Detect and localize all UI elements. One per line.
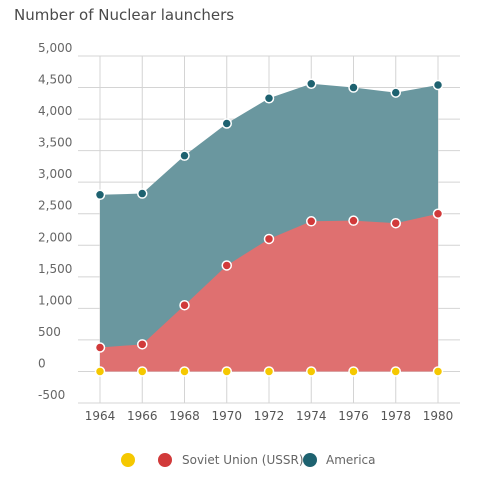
point-soviet-union	[432, 208, 444, 219]
legend-label-america: America	[326, 453, 376, 467]
point-series-1	[306, 366, 317, 377]
chart-title: Number of Nuclear launchers	[14, 6, 235, 24]
y-tick-label: 3,000	[38, 167, 72, 181]
point-soviet-union	[221, 260, 232, 271]
y-tick-label: 500	[38, 325, 61, 339]
x-tick-label: 1964	[85, 409, 116, 423]
x-tick-label: 1970	[211, 409, 242, 423]
point-series-1	[432, 366, 444, 377]
point-america	[432, 79, 444, 91]
point-america	[263, 93, 275, 104]
point-america	[348, 82, 359, 93]
x-tick-label: 1966	[127, 409, 158, 423]
y-tick-label: 0	[38, 356, 46, 370]
point-series-1	[94, 366, 106, 377]
point-series-1	[390, 366, 401, 377]
y-tick-label: 3,500	[38, 136, 72, 150]
x-axis-ticks: 1964 1966 1968 1970 1972 1974 1976 1978 1980	[85, 409, 454, 423]
point-soviet-union	[348, 215, 359, 226]
point-america	[390, 87, 401, 98]
point-america	[306, 78, 317, 90]
point-series-1	[348, 366, 359, 377]
y-tick-label: -500	[38, 388, 65, 402]
point-america	[179, 150, 190, 161]
legend-marker-soviet-union	[158, 453, 172, 467]
point-soviet-union	[137, 339, 148, 350]
x-tick-label: 1968	[169, 409, 200, 423]
legend-label-soviet-union: Soviet Union (USSR)	[182, 453, 304, 467]
x-tick-label: 1978	[380, 409, 411, 423]
area-soviet-union	[100, 213, 438, 372]
y-tick-label: 4,000	[38, 104, 72, 118]
data-points	[94, 78, 444, 377]
point-series-1	[179, 366, 190, 377]
legend-marker-series-1	[121, 453, 135, 467]
y-tick-label: 2,000	[38, 230, 72, 244]
point-series-1	[263, 366, 275, 377]
legend-marker-america	[303, 453, 317, 467]
point-america	[221, 118, 232, 129]
legend: Soviet Union (USSR) America	[121, 453, 376, 467]
point-soviet-union	[263, 233, 275, 245]
point-america	[137, 188, 148, 199]
point-series-1	[221, 366, 232, 377]
y-tick-label: 1,500	[38, 262, 72, 276]
point-soviet-union	[179, 299, 190, 311]
x-tick-label: 1980	[423, 409, 454, 423]
x-tick-label: 1976	[338, 409, 369, 423]
x-tick-label: 1972	[254, 409, 285, 423]
point-soviet-union	[390, 217, 401, 229]
y-tick-label: 1,000	[38, 293, 72, 307]
y-tick-label: 4,500	[38, 73, 72, 87]
y-tick-label: 2,500	[38, 199, 72, 213]
point-america	[94, 189, 106, 201]
point-soviet-union	[306, 216, 317, 227]
x-tick-label: 1974	[296, 409, 327, 423]
y-tick-label: 5,000	[38, 41, 72, 55]
y-axis-ticks: 5,000 4,500 4,000 3,500 3,000 2,500 2,000 1,500…	[38, 41, 72, 402]
point-series-1	[137, 366, 148, 377]
point-soviet-union	[94, 342, 106, 353]
areas	[100, 83, 438, 372]
